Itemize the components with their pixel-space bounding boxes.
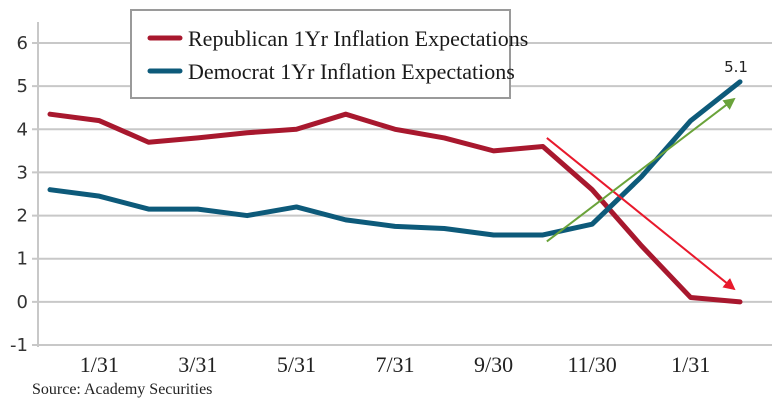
x-tick-label: 9/30 [474,352,513,377]
annotations: 5.1 [724,58,748,76]
legend-label-republican: Republican 1Yr Inflation Expectations [188,26,528,51]
x-tick-label: 11/30 [567,352,616,377]
legend-label-democrat: Democrat 1Yr Inflation Expectations [188,59,515,84]
y-tick-label: -1 [10,335,28,356]
y-tick-label: 2 [17,206,28,227]
x-tick-label: 5/31 [277,352,316,377]
y-tick-label: 6 [17,33,28,54]
source-note: Source: Academy Securities [32,381,212,398]
y-axis-ticks: 6 5 4 3 2 1 0 -1 [10,33,28,356]
trend-arrows [546,97,736,291]
x-tick-label: 3/31 [178,352,217,377]
x-tick-label: 1/31 [671,352,710,377]
series-lines [47,79,743,305]
democrat-trend-arrow [546,97,736,243]
x-axis-ticks: 1/31 3/31 5/31 7/31 9/30 11/30 1/31 [80,352,711,377]
republican-trend-arrow [546,137,736,291]
y-tick-label: 3 [17,162,28,183]
legend-box [130,9,511,99]
y-tick-label: 0 [17,292,28,313]
y-tick-label: 1 [17,249,28,270]
series-line-democrat [47,79,743,238]
y-tick-label: 4 [17,119,28,140]
x-tick-label: 7/31 [375,352,414,377]
x-tick-label: 1/31 [80,352,119,377]
legend: Republican 1Yr Inflation Expectations De… [130,9,528,99]
value-label: 5.1 [724,58,748,76]
y-tick-label: 5 [17,76,28,97]
